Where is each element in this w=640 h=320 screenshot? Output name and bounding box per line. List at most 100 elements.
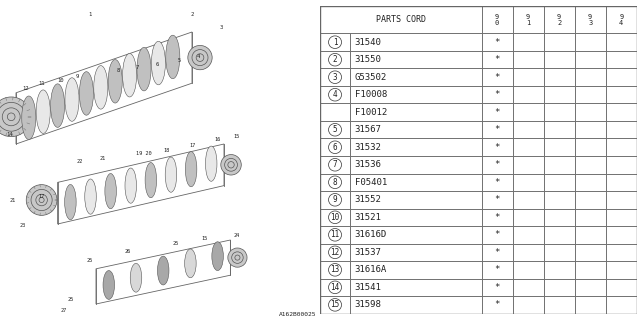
- Text: *: *: [495, 265, 500, 274]
- Text: 8: 8: [116, 68, 120, 73]
- Ellipse shape: [212, 242, 223, 270]
- Text: F05401: F05401: [355, 178, 387, 187]
- Text: 9: 9: [75, 74, 79, 79]
- Text: *: *: [495, 55, 500, 64]
- Ellipse shape: [125, 168, 136, 203]
- Bar: [605, 261, 637, 279]
- Text: F10012: F10012: [355, 108, 387, 117]
- Text: *: *: [495, 108, 500, 117]
- Bar: [513, 279, 543, 296]
- Text: 3: 3: [219, 25, 223, 30]
- Bar: [575, 6, 605, 33]
- Bar: [575, 86, 605, 103]
- Bar: [513, 86, 543, 103]
- Bar: [320, 139, 350, 156]
- Bar: [605, 121, 637, 139]
- Text: 31552: 31552: [355, 195, 381, 204]
- Ellipse shape: [22, 96, 36, 140]
- Bar: [350, 244, 481, 261]
- Bar: [350, 68, 481, 86]
- Bar: [575, 244, 605, 261]
- Ellipse shape: [123, 53, 137, 97]
- Bar: [350, 296, 481, 314]
- Ellipse shape: [145, 163, 157, 198]
- Text: 6: 6: [333, 143, 337, 152]
- Bar: [481, 139, 513, 156]
- Bar: [320, 51, 350, 68]
- Bar: [543, 296, 575, 314]
- Text: PARTS CORD: PARTS CORD: [376, 15, 426, 24]
- Text: 3: 3: [333, 73, 337, 82]
- Text: 12: 12: [22, 85, 29, 91]
- Bar: [481, 279, 513, 296]
- Text: G53502: G53502: [355, 73, 387, 82]
- Text: 10: 10: [330, 213, 340, 222]
- Text: 24: 24: [234, 233, 240, 238]
- Bar: [513, 191, 543, 209]
- Bar: [350, 279, 481, 296]
- Bar: [350, 156, 481, 173]
- Ellipse shape: [228, 248, 247, 267]
- Bar: [575, 103, 605, 121]
- Bar: [513, 68, 543, 86]
- Text: 27: 27: [61, 308, 67, 313]
- Text: 15: 15: [330, 300, 340, 309]
- Bar: [350, 33, 481, 51]
- Ellipse shape: [137, 47, 151, 91]
- Bar: [481, 226, 513, 244]
- Bar: [513, 121, 543, 139]
- Text: 31532: 31532: [355, 143, 381, 152]
- Bar: [513, 33, 543, 51]
- Bar: [605, 139, 637, 156]
- Bar: [481, 68, 513, 86]
- Bar: [575, 261, 605, 279]
- Bar: [605, 6, 637, 33]
- Bar: [320, 86, 350, 103]
- Ellipse shape: [184, 249, 196, 278]
- Bar: [575, 173, 605, 191]
- Bar: [543, 6, 575, 33]
- Bar: [481, 51, 513, 68]
- Bar: [605, 156, 637, 173]
- Bar: [320, 279, 350, 296]
- Ellipse shape: [0, 97, 31, 137]
- Bar: [575, 51, 605, 68]
- Text: *: *: [495, 90, 500, 99]
- Bar: [543, 244, 575, 261]
- Ellipse shape: [165, 157, 177, 192]
- Text: 2: 2: [333, 55, 337, 64]
- Ellipse shape: [94, 66, 108, 109]
- Text: 31540: 31540: [355, 38, 381, 47]
- Text: 21: 21: [10, 197, 16, 203]
- Bar: [350, 191, 481, 209]
- Bar: [605, 68, 637, 86]
- Text: 26: 26: [125, 249, 131, 254]
- Bar: [575, 226, 605, 244]
- Bar: [320, 173, 350, 191]
- Text: 13: 13: [330, 265, 340, 274]
- Ellipse shape: [51, 84, 65, 127]
- Bar: [543, 86, 575, 103]
- Text: 1: 1: [333, 38, 337, 47]
- Bar: [481, 33, 513, 51]
- Ellipse shape: [131, 263, 142, 292]
- Bar: [605, 86, 637, 103]
- Bar: [350, 103, 481, 121]
- Text: *: *: [495, 195, 500, 204]
- Text: *: *: [495, 248, 500, 257]
- Text: 1: 1: [88, 12, 92, 17]
- Text: 31550: 31550: [355, 55, 381, 64]
- Ellipse shape: [205, 146, 217, 181]
- Text: 6: 6: [155, 61, 159, 67]
- Ellipse shape: [166, 35, 180, 79]
- Bar: [605, 33, 637, 51]
- Text: 15: 15: [202, 236, 208, 241]
- Text: 17: 17: [38, 194, 45, 199]
- Bar: [513, 156, 543, 173]
- Bar: [481, 6, 513, 33]
- Bar: [513, 296, 543, 314]
- Text: *: *: [495, 283, 500, 292]
- Text: 9
0: 9 0: [495, 14, 499, 26]
- Text: 21: 21: [99, 156, 106, 161]
- Bar: [575, 279, 605, 296]
